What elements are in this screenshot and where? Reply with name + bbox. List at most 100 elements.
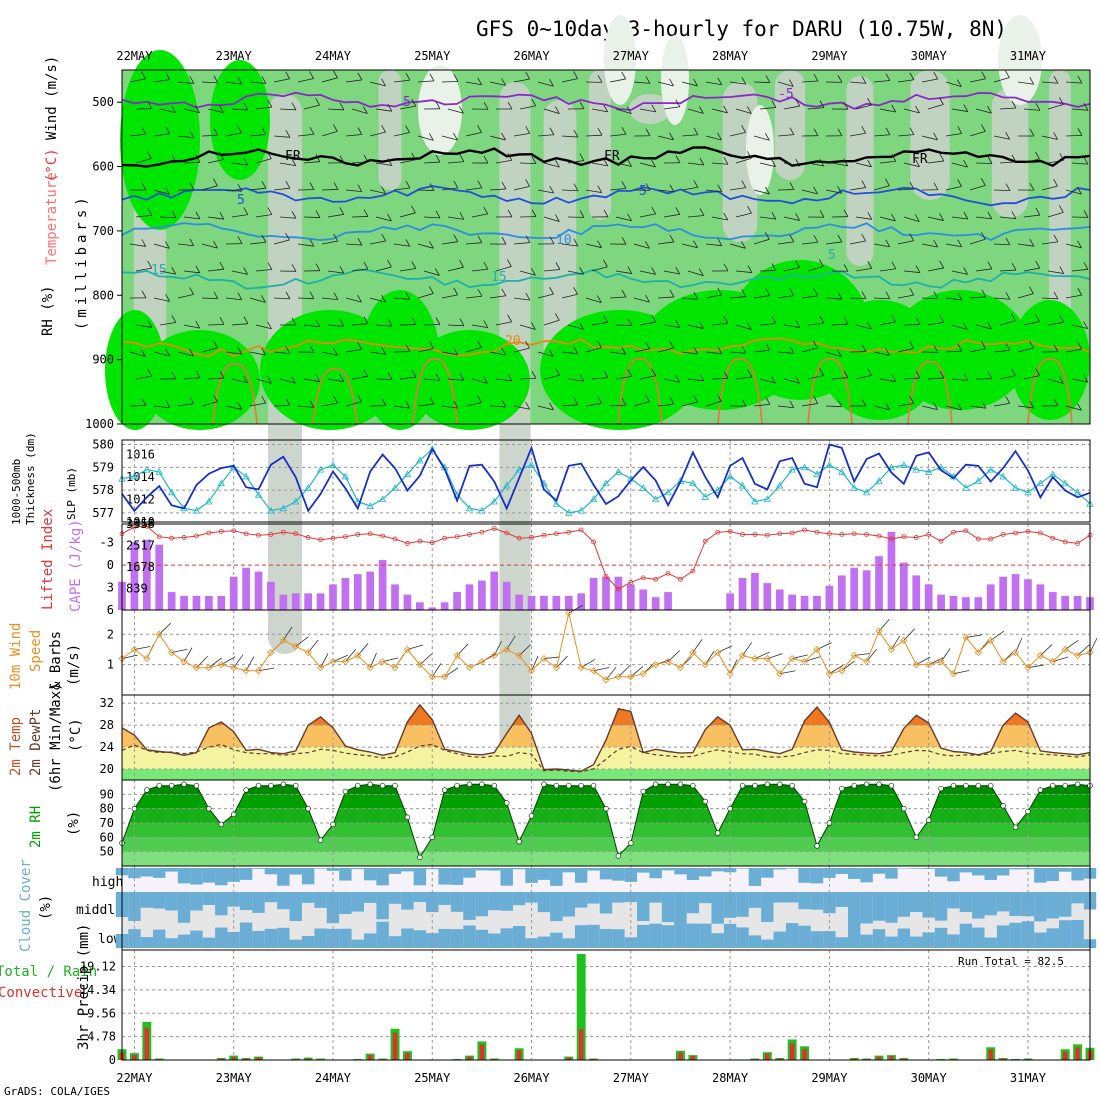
lifted-index-point (467, 532, 472, 537)
wind10m-panel-labels: 10m Wind Speed & Barbs (m/s) (8, 623, 82, 690)
precip-conv-bar (802, 1049, 807, 1060)
wind-barb-flag (1005, 70, 1010, 78)
cloud-middle-fill (202, 892, 216, 906)
cloud-high-fill (190, 868, 203, 885)
wind-barb-flag (1005, 396, 1011, 404)
cloud-high-fill (364, 868, 377, 881)
rh2m-point (379, 782, 386, 789)
wind-barb-flag (453, 400, 459, 409)
day-label-top: 31MAY (1010, 49, 1047, 63)
wind-barb-flag (381, 347, 387, 355)
day-label-top: 24MAY (315, 49, 352, 63)
wind-barb (897, 294, 914, 299)
wind-barb-flag (915, 265, 921, 273)
wind-barb (207, 268, 224, 272)
wind-barb (369, 240, 386, 245)
cloud-panel (115, 865, 1097, 951)
lifted-index-point (1075, 541, 1080, 546)
wind10m-speed-point (565, 609, 573, 617)
wind-barb-flag (477, 77, 483, 85)
thickness-point (329, 461, 337, 468)
rh2m-band (122, 823, 1090, 838)
lifted-index-point (678, 576, 683, 582)
wind-barb (447, 378, 464, 381)
wind10m-speed-line (121, 612, 1091, 681)
wind-barb-flag (669, 184, 675, 192)
wind10m-speed-point (242, 667, 250, 675)
lifted-index-point (938, 538, 944, 544)
wind-barb-flag (819, 368, 824, 376)
wind-barb (945, 350, 962, 353)
rh2m-point (491, 782, 498, 789)
wind10m-speed-point (925, 661, 933, 669)
wind-barb-flag (189, 130, 195, 138)
cloud-high-label: high (92, 875, 123, 890)
wind-barb-flag (573, 183, 579, 191)
wind-barb (1065, 243, 1082, 249)
wind-barb-flag (213, 291, 219, 299)
wind-barb-flag (813, 340, 818, 349)
cloud-high-fill (562, 868, 575, 873)
wind-barb-flag (549, 286, 554, 295)
wind-barb-flag (819, 210, 825, 218)
wind-barb (135, 375, 152, 380)
wind-barb-flag (309, 71, 314, 79)
wind-barb-flag (603, 104, 609, 113)
wind10m-barb (841, 660, 855, 672)
wind-barb (489, 295, 506, 299)
cloud-low-fill (612, 929, 625, 948)
wind-barb-flag (939, 315, 945, 323)
thickness-point (1061, 479, 1069, 487)
wind-barb (567, 378, 584, 382)
wind-barb (513, 405, 530, 410)
cloud-low-fill (364, 933, 377, 948)
wind-barb (777, 81, 794, 87)
wind-barb-flag (813, 186, 818, 195)
isotherm-line (121, 146, 1091, 168)
wind-barb-flag (746, 322, 752, 330)
wind-barb-flag (746, 106, 752, 114)
rh2m-point (1062, 782, 1068, 789)
wind-barb-flag (675, 155, 681, 163)
wind-barb (1047, 270, 1064, 274)
precip-conv-bar (231, 1057, 236, 1060)
wind-barb (225, 132, 242, 137)
wind-barb (609, 187, 626, 191)
wind-barb-flag (213, 240, 218, 249)
rh2m-point (987, 782, 994, 789)
isotherm-warm-contour (617, 358, 663, 425)
wind-barb-flag (813, 235, 819, 243)
rh2m-point (975, 782, 982, 789)
wind-barb-flag (261, 295, 266, 303)
wind-barb-flag (147, 151, 152, 159)
wind-barb (879, 321, 896, 326)
wind10m-speed-point (652, 661, 660, 669)
wind10m-label-2: Speed (28, 630, 44, 672)
wind-barb (249, 297, 266, 303)
wind10m-speed-point (614, 673, 622, 681)
wind-barb-flag (339, 207, 345, 215)
wind-barb-flag (237, 292, 243, 300)
rh-dry-region (991, 88, 1029, 218)
wind10m-speed-point (726, 670, 734, 678)
rh2m-point (441, 787, 448, 793)
contour-label: 10 (556, 233, 572, 248)
wind-barb (927, 104, 944, 110)
lifted-index-point (566, 529, 572, 535)
wind-barb (783, 378, 800, 384)
wind-barb-flag (1029, 182, 1035, 191)
wind-barb (1071, 108, 1088, 111)
wind-barb (231, 270, 248, 275)
wind-barb-flag (1035, 207, 1041, 216)
wind-barb-flag (213, 394, 218, 402)
wind-barb (975, 108, 992, 114)
wind-barb (327, 324, 344, 327)
wind-barb (993, 77, 1010, 83)
wind-barb (705, 351, 722, 355)
lifted-index-point (1025, 529, 1031, 534)
wind-barb-flag (788, 79, 794, 87)
wind-barb (129, 243, 146, 247)
wind-barb (777, 241, 794, 245)
wind-barb (561, 189, 579, 192)
wind-barb-flag (483, 376, 488, 384)
